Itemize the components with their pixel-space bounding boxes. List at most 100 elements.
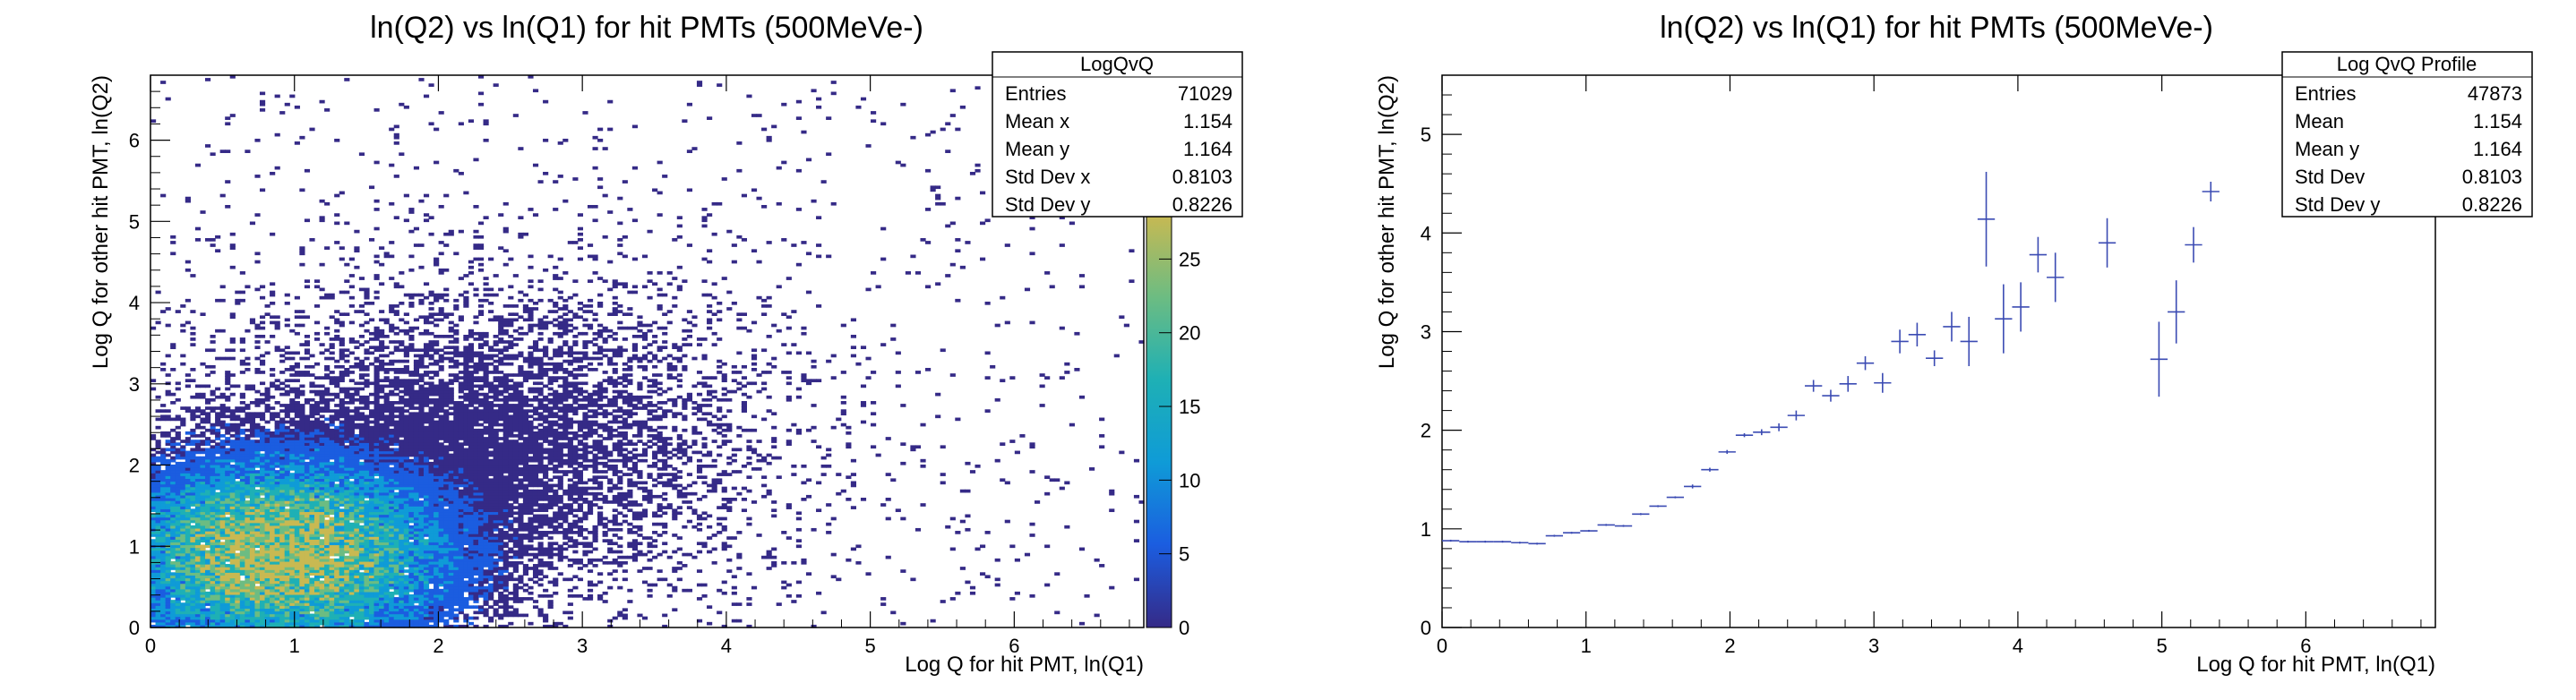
heatmap-cell xyxy=(383,434,390,438)
heatmap-cell xyxy=(254,624,261,628)
heatmap-cell xyxy=(329,580,335,585)
heatmap-cell xyxy=(294,483,300,488)
heatmap-cell xyxy=(254,464,261,468)
heatmap-cell xyxy=(413,445,420,449)
heatmap-cell xyxy=(393,619,399,623)
heatmap-cell xyxy=(235,486,241,491)
heatmap-cell xyxy=(334,511,340,516)
heatmap-cell xyxy=(399,575,405,579)
heatmap-cell xyxy=(204,458,211,463)
heatmap-cell xyxy=(170,252,176,256)
heatmap-cell xyxy=(204,564,211,568)
heatmap-cell xyxy=(229,315,236,320)
heatmap-cell xyxy=(264,406,270,410)
heatmap-cell xyxy=(313,503,321,507)
heatmap-cell xyxy=(259,478,266,482)
heatmap-cell xyxy=(319,453,325,457)
heatmap-cell xyxy=(190,417,196,422)
heatmap-cell xyxy=(215,235,221,239)
heatmap-cell xyxy=(165,621,171,626)
heatmap-cell xyxy=(348,593,355,598)
heatmap-cell xyxy=(175,567,181,570)
heatmap-cell xyxy=(279,387,286,391)
heatmap-cell xyxy=(180,602,186,606)
heatmap-cell xyxy=(274,458,280,463)
heatmap-cell xyxy=(399,478,405,482)
heatmap-cell xyxy=(374,602,380,606)
heatmap-cell xyxy=(299,389,305,394)
heatmap-cell xyxy=(249,414,256,419)
heatmap-cell xyxy=(284,572,290,576)
heatmap-cell xyxy=(200,516,206,521)
heatmap-cell xyxy=(200,500,206,504)
heatmap-cell xyxy=(319,442,325,446)
heatmap-cell xyxy=(389,539,395,542)
heatmap-cell xyxy=(245,464,251,468)
heatmap-cell xyxy=(235,516,241,521)
heatmap-cell xyxy=(194,498,202,501)
heatmap-cell xyxy=(284,575,290,579)
heatmap-cell xyxy=(165,547,171,551)
heatmap-cell xyxy=(204,78,211,81)
heatmap-cell xyxy=(393,527,399,532)
heatmap-cell xyxy=(180,362,186,366)
heatmap-cell xyxy=(204,536,211,540)
heatmap-cell xyxy=(219,149,226,153)
heatmap-cell xyxy=(299,420,305,424)
heatmap-cell xyxy=(344,478,350,482)
heatmap-cell xyxy=(393,580,399,585)
heatmap-cell xyxy=(170,481,176,485)
heatmap-cell xyxy=(329,593,335,598)
heatmap-cell xyxy=(399,569,405,573)
heatmap-cell xyxy=(284,464,290,468)
heatmap-cell xyxy=(309,384,315,388)
heatmap-cell xyxy=(408,489,415,493)
heatmap-cell xyxy=(254,610,261,615)
heatmap-cell xyxy=(219,564,226,568)
heatmap-cell xyxy=(289,508,296,513)
heatmap-cell xyxy=(190,494,196,499)
heatmap-cell xyxy=(368,401,375,405)
heatmap-cell xyxy=(319,608,325,612)
heatmap-cell xyxy=(319,428,325,432)
heatmap-cell xyxy=(279,486,286,491)
heatmap-cell xyxy=(215,619,221,623)
heatmap-cell xyxy=(219,453,226,457)
heatmap-cell xyxy=(418,376,425,380)
heatmap-cell xyxy=(364,542,370,546)
heatmap-cell xyxy=(294,310,300,313)
heatmap-cell xyxy=(324,442,331,446)
heatmap-cell xyxy=(259,624,266,628)
heatmap-cell xyxy=(235,522,241,526)
heatmap-cell xyxy=(399,539,405,542)
heatmap-cell xyxy=(418,506,425,509)
heatmap-cell xyxy=(215,406,221,410)
heatmap-cell xyxy=(313,555,321,559)
heatmap-cell xyxy=(313,467,321,471)
heatmap-cell xyxy=(175,539,181,542)
heatmap-cell xyxy=(383,442,390,446)
heatmap-cell xyxy=(270,498,276,501)
heatmap-cell xyxy=(389,498,395,501)
heatmap-cell xyxy=(408,329,415,333)
heatmap-cell xyxy=(279,572,286,576)
heatmap-cell xyxy=(408,481,415,485)
heatmap-cell xyxy=(418,514,425,518)
heatmap-cell xyxy=(383,534,390,537)
heatmap-cell xyxy=(294,295,300,300)
heatmap-cell xyxy=(259,483,266,488)
heatmap-cell xyxy=(329,450,335,455)
heatmap-cell xyxy=(284,588,290,593)
heatmap-cell xyxy=(408,379,415,383)
heatmap-cell xyxy=(393,483,399,488)
heatmap-cell xyxy=(334,464,340,468)
heatmap-cell xyxy=(259,519,266,524)
heatmap-cell xyxy=(368,616,375,620)
heatmap-cell xyxy=(309,440,315,443)
heatmap-cell xyxy=(299,453,305,457)
heatmap-cell xyxy=(403,613,409,618)
heatmap-cell xyxy=(215,478,221,482)
heatmap-cell xyxy=(289,453,296,457)
heatmap-cell xyxy=(408,605,415,610)
heatmap-cell xyxy=(358,461,365,465)
